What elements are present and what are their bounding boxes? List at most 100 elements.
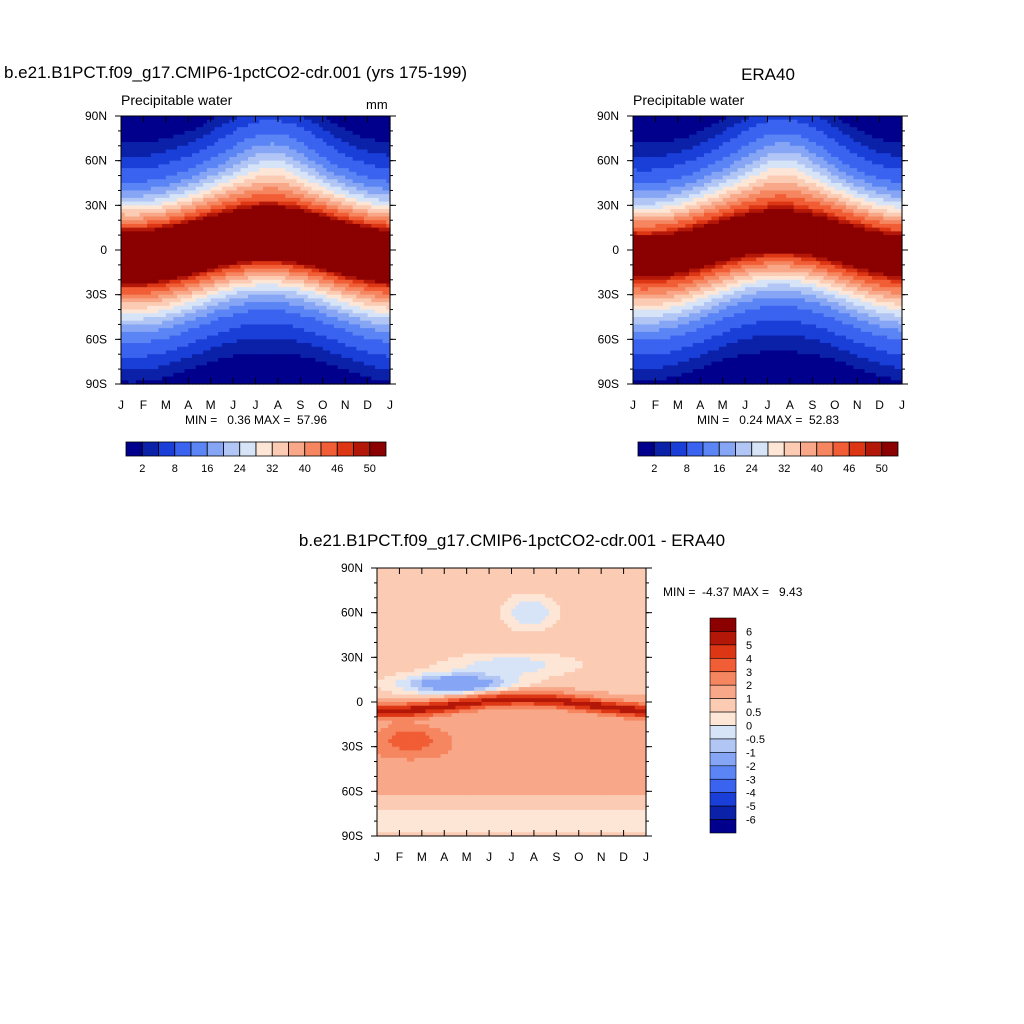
field-cell: [188, 257, 193, 262]
field-cell: [382, 268, 387, 273]
field-cell: [311, 309, 316, 314]
field-cell: [352, 276, 357, 281]
field-cell: [210, 134, 216, 139]
field-cell: [165, 156, 171, 162]
field-cell: [315, 116, 320, 121]
field-cell: [289, 253, 294, 259]
field-cell: [371, 324, 376, 329]
field-cell: [233, 264, 238, 270]
field-cell: [214, 305, 219, 311]
field-cell: [307, 190, 313, 195]
field-cell: [132, 305, 137, 311]
field-cell: [210, 164, 216, 169]
field-cell: [341, 242, 346, 247]
field-cell: [319, 194, 324, 199]
field-cell: [281, 242, 286, 247]
field-cell: [214, 171, 219, 177]
field-cell: [225, 123, 230, 128]
field-cell: [221, 134, 227, 139]
field-cell: [337, 346, 343, 352]
field-cell: [143, 343, 148, 348]
field-cell: [307, 231, 313, 236]
field-cell: [326, 361, 331, 366]
field-cell: [292, 246, 298, 251]
field-cell: [128, 209, 133, 214]
field-cell: [360, 179, 365, 184]
field-cell: [262, 235, 268, 240]
field-cell: [203, 149, 208, 154]
field-cell: [266, 320, 272, 326]
field-cell: [135, 287, 141, 292]
field-cell: [322, 354, 328, 359]
field-cell: [266, 261, 272, 266]
field-cell: [206, 350, 212, 355]
field-cell: [195, 175, 201, 180]
field-cell: [240, 216, 245, 221]
field-cell: [345, 212, 350, 218]
field-cell: [139, 276, 145, 281]
field-cell: [274, 253, 279, 259]
field-cell: [244, 272, 249, 277]
field-cell: [356, 339, 361, 344]
field-cell: [378, 160, 384, 165]
field-cell: [150, 328, 156, 333]
field-cell: [221, 242, 227, 247]
field-cell: [147, 153, 152, 158]
field-cell: [135, 343, 141, 348]
field-cell: [132, 257, 137, 262]
field-cell: [255, 235, 260, 240]
field-cell: [262, 164, 268, 169]
field-cell: [218, 127, 223, 132]
field-cell: [139, 268, 145, 273]
field-cell: [289, 328, 294, 333]
field-cell: [255, 279, 260, 285]
field-cell: [348, 246, 354, 251]
field-cell: [180, 324, 186, 329]
field-cell: [255, 290, 260, 296]
field-cell: [214, 287, 219, 292]
field-cell: [319, 212, 324, 218]
field-cell: [210, 149, 216, 154]
field-cell: [378, 253, 384, 259]
field-cell: [240, 246, 245, 251]
field-cell: [251, 283, 257, 288]
field-cell: [274, 302, 279, 307]
field-cell: [158, 119, 163, 125]
field-cell: [363, 328, 369, 333]
field-cell: [210, 302, 216, 307]
field-cell: [135, 268, 141, 273]
field-cell: [203, 171, 208, 177]
field-cell: [363, 145, 369, 151]
field-cell: [281, 331, 286, 337]
field-cell: [375, 298, 380, 303]
field-cell: [330, 309, 335, 314]
field-cell: [360, 216, 365, 221]
field-cell: [195, 220, 201, 225]
field-cell: [165, 127, 171, 132]
field-cell: [135, 201, 141, 206]
field-cell: [315, 190, 320, 195]
field-cell: [214, 354, 219, 359]
field-cell: [158, 227, 163, 232]
field-cell: [121, 127, 126, 132]
field-cell: [333, 212, 339, 218]
field-cell: [319, 331, 324, 337]
field-cell: [270, 134, 275, 139]
field-cell: [352, 190, 357, 195]
field-cell: [214, 290, 219, 296]
field-cell: [375, 290, 380, 296]
field-cell: [214, 205, 219, 210]
field-cell: [307, 168, 313, 173]
field-cell: [203, 354, 208, 359]
field-cell: [210, 317, 216, 322]
field-cell: [255, 201, 260, 206]
field-cell: [225, 134, 230, 139]
field-cell: [191, 365, 197, 370]
field-cell: [285, 220, 290, 225]
field-cell: [184, 220, 189, 225]
field-cell: [277, 343, 283, 348]
field-cell: [367, 119, 372, 125]
field-cell: [184, 179, 189, 184]
field-cell: [266, 130, 272, 136]
field-cell: [330, 160, 335, 165]
